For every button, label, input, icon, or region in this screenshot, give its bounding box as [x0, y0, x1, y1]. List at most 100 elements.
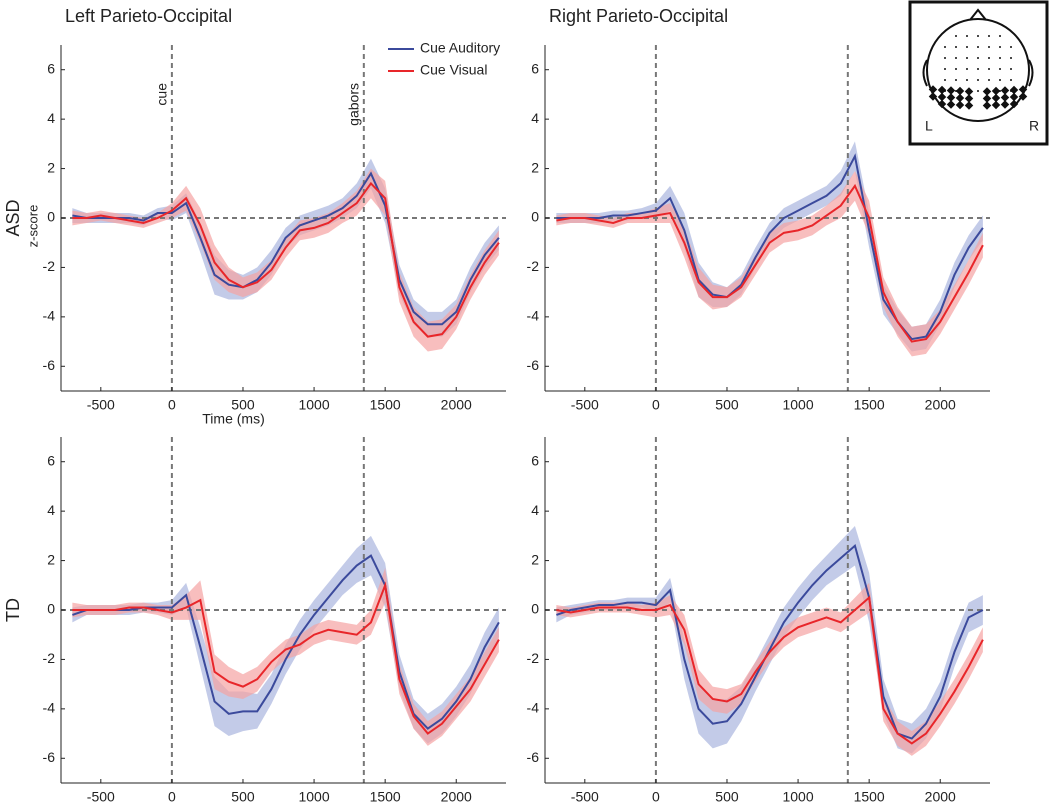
y-tick-label: 4 [531, 502, 539, 518]
event-label: gabors [346, 83, 362, 126]
electrode [966, 35, 968, 37]
y-tick-label: 2 [531, 159, 539, 175]
electrode [977, 68, 979, 70]
x-tick-label: -500 [87, 397, 115, 413]
x-tick-label: 1500 [854, 397, 885, 413]
electrode [1010, 79, 1012, 81]
electrode [944, 57, 946, 59]
series-line [556, 595, 984, 745]
electrode [944, 79, 946, 81]
y-axis-label: z-score [25, 205, 40, 248]
electrode [999, 68, 1001, 70]
electrode [977, 35, 979, 37]
series-line [556, 153, 984, 341]
electrode [988, 57, 990, 59]
event-label: cue [154, 83, 170, 106]
panel: Right Parieto-Occipital -6 -4 -2 0 2 4 6 -500 0 50… [527, 6, 990, 413]
series-line [72, 181, 500, 338]
x-tick-label: 1000 [298, 789, 329, 803]
x-tick-label: 1000 [298, 397, 329, 413]
electrode [988, 68, 990, 70]
y-tick-label: 2 [47, 159, 55, 175]
electrode [988, 35, 990, 37]
y-tick-label: -2 [527, 650, 540, 666]
electrode [977, 57, 979, 59]
x-tick-label: 500 [231, 789, 255, 803]
error-band [72, 535, 499, 744]
x-tick-label: 2000 [925, 397, 956, 413]
electrode [977, 90, 979, 92]
electrode [966, 68, 968, 70]
electrode [944, 68, 946, 70]
electrode [1010, 68, 1012, 70]
x-tick-label: 0 [168, 789, 176, 803]
x-axis-label: Time (ms) [202, 411, 264, 427]
y-tick-label: -6 [527, 749, 540, 765]
y-tick-label: 2 [531, 551, 539, 567]
x-tick-label: 0 [652, 789, 660, 803]
y-tick-label: -4 [43, 308, 56, 324]
y-tick-label: 6 [47, 452, 55, 468]
legend-label: Cue Visual [420, 62, 487, 78]
y-tick-label: 4 [531, 110, 539, 126]
x-tick-label: 1500 [370, 789, 401, 803]
x-tick-label: 500 [715, 789, 739, 803]
y-tick-label: 0 [47, 209, 55, 225]
x-tick-label: 1500 [370, 397, 401, 413]
legend-label: Cue Auditory [420, 40, 500, 56]
electrode [966, 57, 968, 59]
ears [922, 59, 1034, 87]
y-tick-label: 6 [531, 60, 539, 76]
x-tick-label: -500 [571, 789, 599, 803]
electrode [955, 79, 957, 81]
x-tick-label: 2000 [441, 789, 472, 803]
electrode [977, 79, 979, 81]
y-tick-label: -6 [527, 357, 540, 373]
error-band [556, 525, 983, 754]
x-tick-label: -500 [571, 397, 599, 413]
y-tick-label: -6 [43, 357, 56, 373]
series-line [556, 183, 984, 343]
electrode [955, 46, 957, 48]
series-line [556, 543, 984, 740]
head-inset: L R [908, 0, 1049, 146]
electrode [999, 35, 1001, 37]
y-tick-label: 2 [47, 551, 55, 567]
x-tick-label: 0 [168, 397, 176, 413]
series-line [72, 581, 500, 735]
x-tick-label: 0 [652, 397, 660, 413]
row-label: ASD [3, 199, 23, 236]
y-tick-label: -4 [527, 308, 540, 324]
y-tick-label: -4 [527, 700, 540, 716]
y-tick-label: 6 [531, 452, 539, 468]
electrode [955, 68, 957, 70]
y-tick-label: 4 [47, 502, 55, 518]
electrode [966, 46, 968, 48]
y-tick-label: -2 [43, 650, 56, 666]
y-tick-label: 6 [47, 60, 55, 76]
electrode [988, 46, 990, 48]
y-tick-label: 0 [47, 601, 55, 617]
electrode [955, 57, 957, 59]
x-tick-label: 2000 [925, 789, 956, 803]
panel-title: Right Parieto-Occipital [549, 6, 728, 26]
electrode [1010, 46, 1012, 48]
y-tick-label: -2 [43, 258, 56, 274]
electrode [999, 79, 1001, 81]
electrode [944, 46, 946, 48]
electrode [977, 46, 979, 48]
series-line [72, 171, 500, 326]
panel: -6 -4 -2 0 2 4 6 -500 0 500 1000 1500 2000 [527, 437, 990, 803]
x-tick-label: 500 [231, 397, 255, 413]
x-tick-label: 1000 [782, 789, 813, 803]
y-tick-label: -4 [43, 700, 56, 716]
y-tick-label: -6 [43, 749, 56, 765]
error-band [556, 171, 983, 357]
panel: TD -6 -4 -2 0 2 4 6 -500 0 500 1000 1500 2000 [3, 437, 506, 803]
electrode [999, 46, 1001, 48]
y-tick-label: 0 [531, 209, 539, 225]
panel: Left Parieto-Occipital ASD cue gabors -6 -4 -2… [3, 6, 506, 427]
nose [969, 8, 987, 21]
electrode [988, 79, 990, 81]
